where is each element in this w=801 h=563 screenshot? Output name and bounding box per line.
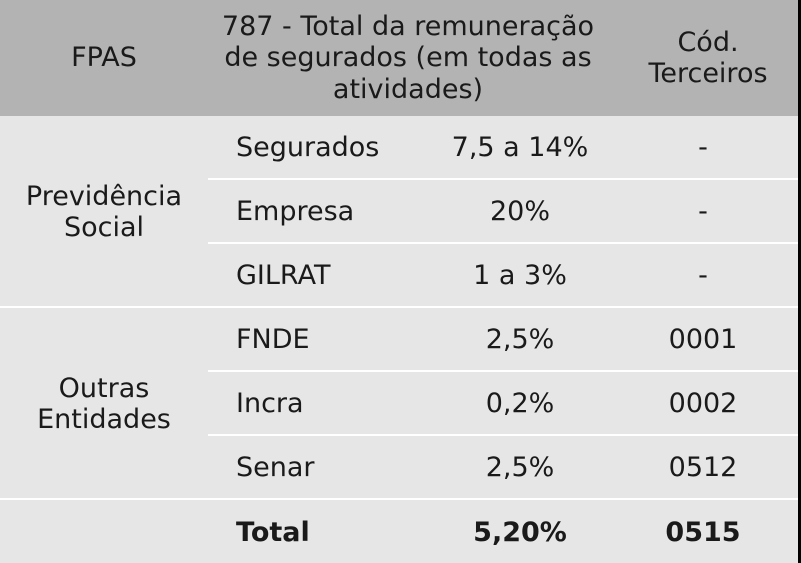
right-edge bbox=[798, 0, 801, 563]
row-rate: 2,5% bbox=[485, 324, 555, 356]
row-code: - bbox=[698, 132, 708, 164]
row-name: Segurados bbox=[236, 132, 380, 164]
header-cod-terceiros: Cód. Terceiros bbox=[648, 26, 768, 89]
row-divider bbox=[208, 370, 801, 372]
row-rate: 2,5% bbox=[485, 452, 555, 484]
table-header bbox=[0, 0, 801, 116]
row-code: - bbox=[698, 196, 708, 228]
total-divider bbox=[0, 498, 801, 500]
row-rate: 0,2% bbox=[485, 388, 555, 420]
total-label: Total bbox=[236, 516, 310, 548]
row-divider bbox=[208, 178, 801, 180]
group-label-outras: Outras Entidades bbox=[37, 372, 171, 435]
row-rate: 1 a 3% bbox=[473, 260, 567, 292]
row-name: FNDE bbox=[236, 324, 310, 356]
row-name: Empresa bbox=[236, 196, 355, 228]
row-code: - bbox=[698, 260, 708, 292]
total-rate: 5,20% bbox=[473, 516, 567, 548]
row-code: 0002 bbox=[668, 388, 738, 420]
row-code: 0001 bbox=[668, 324, 738, 356]
row-rate: 7,5 a 14% bbox=[451, 132, 589, 164]
total-code: 0515 bbox=[665, 516, 741, 548]
row-code: 0512 bbox=[668, 452, 738, 484]
group-divider bbox=[0, 306, 801, 308]
header-fpas: FPAS bbox=[71, 42, 137, 74]
row-divider bbox=[208, 242, 801, 244]
row-name: Senar bbox=[236, 452, 315, 484]
row-name: GILRAT bbox=[236, 260, 331, 292]
row-name: Incra bbox=[236, 388, 304, 420]
group-label-previdencia: Previdência Social bbox=[25, 180, 183, 243]
row-divider bbox=[208, 434, 801, 436]
row-rate: 20% bbox=[489, 196, 550, 228]
header-remuneracao: 787 - Total da remuneração de segurados … bbox=[221, 11, 595, 105]
